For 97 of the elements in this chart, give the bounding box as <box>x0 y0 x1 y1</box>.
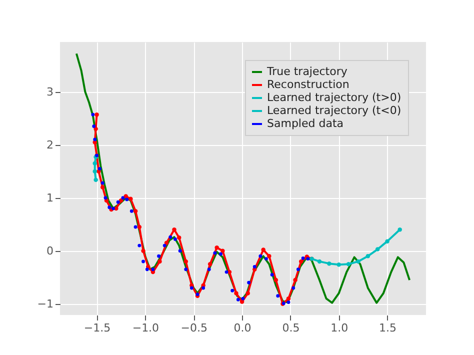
point <box>202 286 206 290</box>
legend-label: True trajectory <box>266 65 348 78</box>
point <box>137 224 142 230</box>
point <box>98 166 102 170</box>
point <box>104 196 108 200</box>
point <box>327 261 332 266</box>
point <box>184 268 188 272</box>
point <box>157 254 160 258</box>
point <box>176 235 182 240</box>
point <box>124 194 128 198</box>
point <box>94 178 98 182</box>
point <box>100 185 105 190</box>
point <box>293 278 298 282</box>
point <box>145 268 149 272</box>
point <box>366 254 370 258</box>
point <box>247 280 251 284</box>
x-tick-label: 1.0 <box>330 322 348 334</box>
point <box>292 286 296 290</box>
point <box>112 206 115 210</box>
y-tick-label: 1 <box>46 191 54 204</box>
point <box>258 254 262 258</box>
point <box>141 248 146 253</box>
point <box>261 248 266 252</box>
point <box>240 300 244 304</box>
point <box>168 235 172 239</box>
point <box>94 126 98 132</box>
point <box>219 252 222 256</box>
point <box>241 296 245 300</box>
point <box>224 270 228 274</box>
point <box>375 247 380 252</box>
point <box>214 246 219 250</box>
point <box>213 251 217 255</box>
point <box>207 268 211 272</box>
x-tick-label: −1.5 <box>84 322 111 334</box>
point <box>151 268 155 272</box>
y-tick-label: 3 <box>46 85 54 98</box>
point <box>208 262 212 266</box>
legend-label: Reconstruction <box>267 78 350 91</box>
point <box>274 278 278 282</box>
point <box>173 237 177 241</box>
point <box>286 300 290 304</box>
point <box>276 294 280 298</box>
point <box>92 124 96 128</box>
point <box>385 239 390 244</box>
x-tick-label: −1.0 <box>132 322 160 334</box>
y-tick-label: 0 <box>46 244 54 258</box>
point <box>317 259 322 264</box>
point <box>162 244 166 248</box>
point <box>138 244 142 248</box>
point <box>134 225 138 229</box>
point <box>116 200 120 204</box>
point <box>296 268 300 272</box>
point <box>220 248 225 253</box>
point <box>252 265 256 268</box>
x-tick-label: 0.0 <box>234 322 252 334</box>
point <box>92 169 97 174</box>
point <box>184 259 188 264</box>
x-tick-label: −0.5 <box>180 322 208 334</box>
point <box>125 198 129 202</box>
point <box>133 208 138 214</box>
point <box>286 296 291 301</box>
point <box>267 254 272 258</box>
point <box>398 228 402 232</box>
point <box>264 257 268 261</box>
point <box>108 206 112 210</box>
point <box>93 138 97 142</box>
point <box>298 259 304 264</box>
point <box>164 240 169 246</box>
point <box>172 228 176 232</box>
point <box>301 256 305 260</box>
point <box>346 262 351 266</box>
point <box>246 291 250 296</box>
x-tick-label: 1.5 <box>379 322 397 334</box>
point <box>121 196 125 200</box>
point <box>92 161 97 166</box>
point <box>142 260 145 264</box>
point <box>190 286 194 290</box>
y-tick-label: 2 <box>46 138 54 152</box>
point <box>306 257 310 261</box>
legend-label: Learned trajectory (t>0) <box>267 91 402 104</box>
point <box>236 298 240 302</box>
x-tick-label: 0.5 <box>282 322 300 334</box>
point <box>234 291 238 296</box>
point <box>336 262 341 267</box>
point <box>100 181 104 185</box>
y-tick-label: −1 <box>37 297 54 310</box>
point <box>91 112 95 116</box>
legend-label: Sampled data <box>267 117 344 130</box>
point <box>178 249 182 253</box>
legend-label: Learned trajectory (t<0) <box>267 104 402 117</box>
point <box>158 259 162 264</box>
point <box>356 259 360 264</box>
point <box>94 112 99 117</box>
point <box>270 272 274 276</box>
point <box>128 196 133 202</box>
point <box>130 209 134 213</box>
point <box>230 288 234 292</box>
